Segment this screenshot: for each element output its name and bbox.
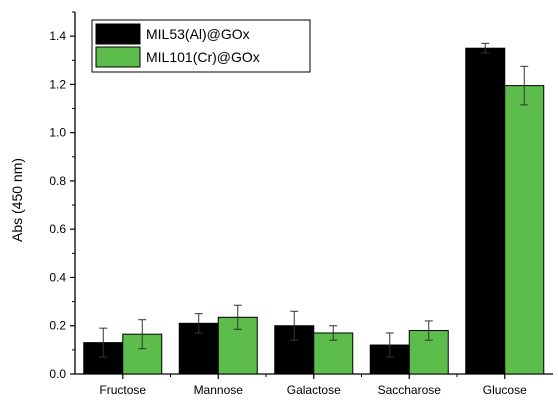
y-tick-label: 0.6 [49, 222, 66, 236]
legend-swatch [95, 46, 141, 68]
plot-area: 0.0 0.2 0.4 0.6 0.8 1.0 1.2 1.4 Fructose Mannose G… [49, 11, 553, 397]
y-tick-label: 1.2 [49, 77, 66, 91]
x-tick-label: Fructose [99, 383, 146, 397]
legend-swatch [95, 23, 141, 45]
bar [465, 47, 506, 375]
y-axis-label: Abs (450 nm) [9, 158, 25, 242]
y-tick-label: 0.8 [49, 174, 66, 188]
y-tick-label: 1.4 [49, 29, 66, 43]
legend-label: MIL53(Al)@GOx [146, 26, 250, 42]
x-tick-label: Saccharose [378, 383, 442, 397]
bar [504, 85, 545, 375]
y-tick-label: 0.0 [49, 367, 66, 381]
x-tick-label: Mannose [194, 383, 244, 397]
y-tick-label: 0.4 [49, 270, 66, 284]
y-tick-label: 0.2 [49, 319, 66, 333]
y-tick-label: 1.0 [49, 126, 66, 140]
legend-label: MIL101(Cr)@GOx [146, 49, 260, 65]
legend: MIL53(Al)@GOx MIL101(Cr)@GOx [91, 19, 311, 73]
x-tick-label: Galactose [287, 383, 341, 397]
x-tick-label: Glucose [483, 383, 527, 397]
